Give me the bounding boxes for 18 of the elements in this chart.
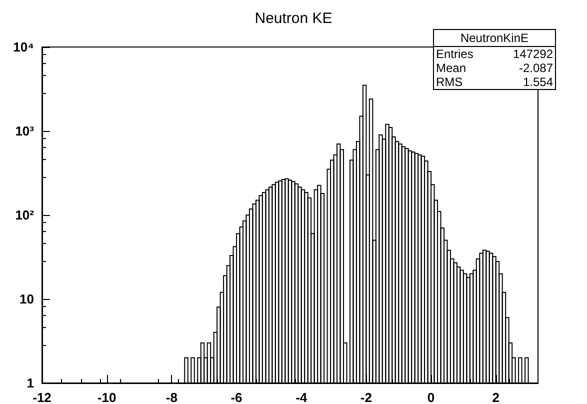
text: NeutronKinE xyxy=(434,30,555,47)
x-tick-label: -12 xyxy=(32,390,52,404)
y-tick-label: 1 xyxy=(26,376,34,390)
text: RMS 1.554 xyxy=(436,75,553,89)
x-tick-label: -6 xyxy=(230,390,242,404)
y-tick-label: 10 xyxy=(20,292,34,306)
x-tick-label: -2 xyxy=(360,390,372,404)
x-tick-label: 2 xyxy=(492,390,500,404)
y-tick-label: 10⁴ xyxy=(13,40,34,54)
x-tick-label: -4 xyxy=(296,390,308,404)
y-tick-label: 10² xyxy=(15,208,35,222)
chart-title: Neutron KE xyxy=(254,10,332,27)
y-tick-label: 10³ xyxy=(15,124,35,138)
text: Entries 147292 xyxy=(436,47,553,61)
x-tick-label: -8 xyxy=(166,390,178,404)
text: Mean -2.087 xyxy=(436,61,553,75)
x-tick-label: 0 xyxy=(427,390,435,404)
x-tick-label: -10 xyxy=(97,390,116,404)
